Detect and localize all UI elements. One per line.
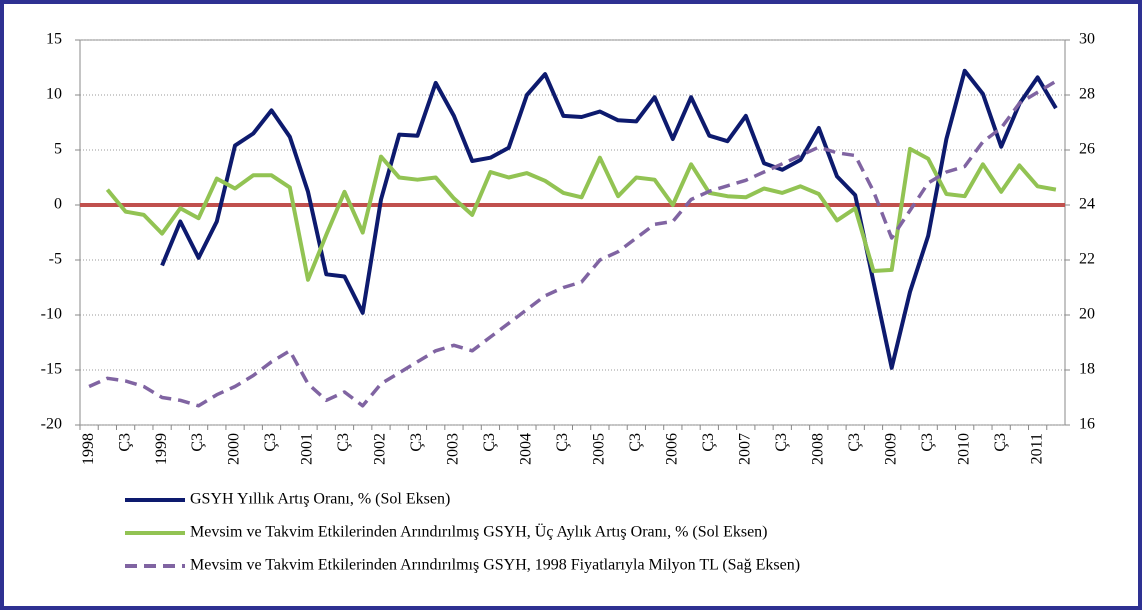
- series-line: [160, 68, 1058, 370]
- x-tick-label: 2006: [663, 433, 680, 465]
- x-tick-label: Ç3: [408, 433, 425, 452]
- x-tick-label: 2009: [882, 433, 899, 465]
- x-tick-label: Ç3: [992, 433, 1009, 452]
- series-line: [88, 79, 1057, 408]
- x-tick-label: 2003: [445, 433, 462, 465]
- y2-tick-label: 16: [1079, 416, 1095, 433]
- y2-tick-label: 20: [1079, 306, 1095, 323]
- x-tick-label: Ç3: [919, 433, 936, 452]
- x-tick-label: Ç3: [481, 433, 498, 452]
- y2-tick-label: 30: [1079, 31, 1095, 48]
- x-tick-label: 2007: [736, 433, 753, 465]
- y-tick-label: 5: [54, 141, 62, 158]
- y2-tick-label: 22: [1079, 251, 1095, 268]
- x-tick-label: 2008: [809, 433, 826, 465]
- x-tick-label: 2005: [591, 433, 608, 465]
- y-tick-label: 0: [54, 196, 62, 213]
- x-tick-label: Ç3: [627, 433, 644, 452]
- y-tick-label: -5: [49, 251, 62, 268]
- x-tick-label: 2004: [518, 433, 535, 465]
- y2-tick-label: 28: [1079, 86, 1095, 103]
- x-tick-label: Ç3: [335, 433, 352, 452]
- x-tick-label: 2001: [299, 433, 316, 465]
- legend-label: Mevsim ve Takvim Etkilerinden Arındırılm…: [190, 557, 800, 574]
- y-tick-label: -15: [41, 361, 62, 378]
- y-tick-label: -10: [41, 306, 62, 323]
- x-tick-label: Ç3: [554, 433, 571, 452]
- x-tick-label: Ç3: [262, 433, 279, 452]
- y-tick-label: -20: [41, 416, 62, 433]
- x-tick-label: Ç3: [700, 433, 717, 452]
- y-tick-label: 10: [46, 86, 62, 103]
- x-tick-label: 2002: [372, 433, 389, 465]
- y2-tick-label: 18: [1079, 361, 1095, 378]
- x-tick-label: 2010: [955, 433, 972, 465]
- x-tick-label: Ç3: [116, 433, 133, 452]
- x-tick-label: Ç3: [773, 433, 790, 452]
- x-tick-label: 2011: [1028, 433, 1045, 464]
- legend-label: Mevsim ve Takvim Etkilerinden Arındırılm…: [190, 523, 768, 541]
- x-tick-label: Ç3: [189, 433, 206, 452]
- y2-tick-label: 24: [1079, 196, 1095, 213]
- y-tick-label: 15: [46, 31, 62, 48]
- legend-label: GSYH Yıllık Artış Oranı, % (Sol Eksen): [190, 491, 450, 508]
- x-tick-label: 1998: [80, 433, 97, 465]
- x-tick-label: 1999: [153, 433, 170, 465]
- x-tick-label: Ç3: [846, 433, 863, 452]
- y2-tick-label: 26: [1079, 141, 1095, 158]
- x-tick-label: 2000: [226, 433, 243, 465]
